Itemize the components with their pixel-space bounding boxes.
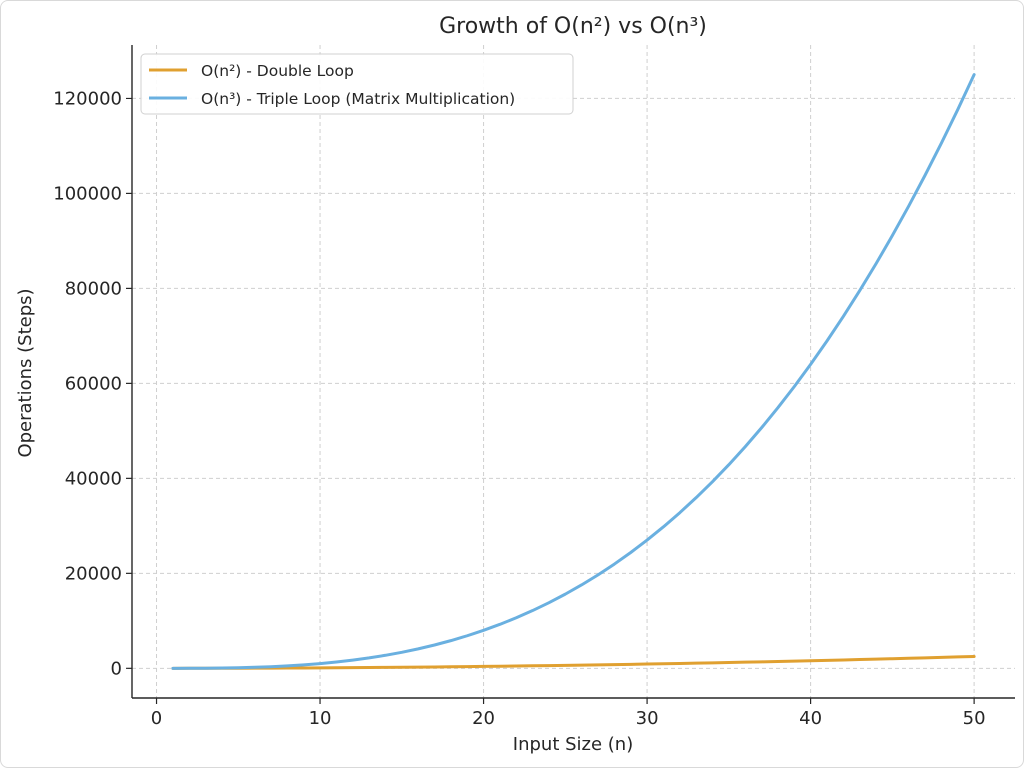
y-tick-label: 40000	[65, 468, 122, 489]
chart-title: Growth of O(n²) vs O(n³)	[439, 14, 707, 39]
y-tick-label: 0	[111, 658, 122, 679]
x-axis-ticks: 0 10 20 30 40 50	[151, 698, 986, 729]
y-tick-label: 100000	[53, 183, 122, 204]
x-tick-label: 30	[636, 708, 659, 729]
legend: O(n²) - Double Loop O(n³) - Triple Loop …	[140, 53, 574, 115]
legend-label-n-squared: O(n²) - Double Loop	[201, 62, 354, 80]
y-tick-label: 80000	[65, 278, 122, 299]
grid-lines	[132, 45, 1015, 698]
y-tick-label: 20000	[65, 563, 122, 584]
x-tick-label: 40	[799, 708, 822, 729]
series-line-n-squared	[171, 654, 976, 670]
legend-label-n-cubed: O(n³) - Triple Loop (Matrix Multiplicati…	[201, 90, 515, 108]
legend-box	[140, 53, 574, 115]
x-tick-label: 0	[151, 708, 162, 729]
x-axis-label: Input Size (n)	[513, 734, 633, 755]
y-axis-ticks: 0 20000 40000 60000 80000 100000 120000	[53, 88, 132, 679]
x-tick-label: 20	[472, 708, 495, 729]
series-lines	[171, 73, 976, 670]
x-tick-label: 10	[309, 708, 332, 729]
series-line-n-cubed	[171, 73, 976, 670]
y-tick-label: 60000	[65, 373, 122, 394]
y-axis-label: Operations (Steps)	[15, 288, 36, 457]
x-tick-label: 50	[963, 708, 986, 729]
y-tick-label: 120000	[53, 88, 122, 109]
